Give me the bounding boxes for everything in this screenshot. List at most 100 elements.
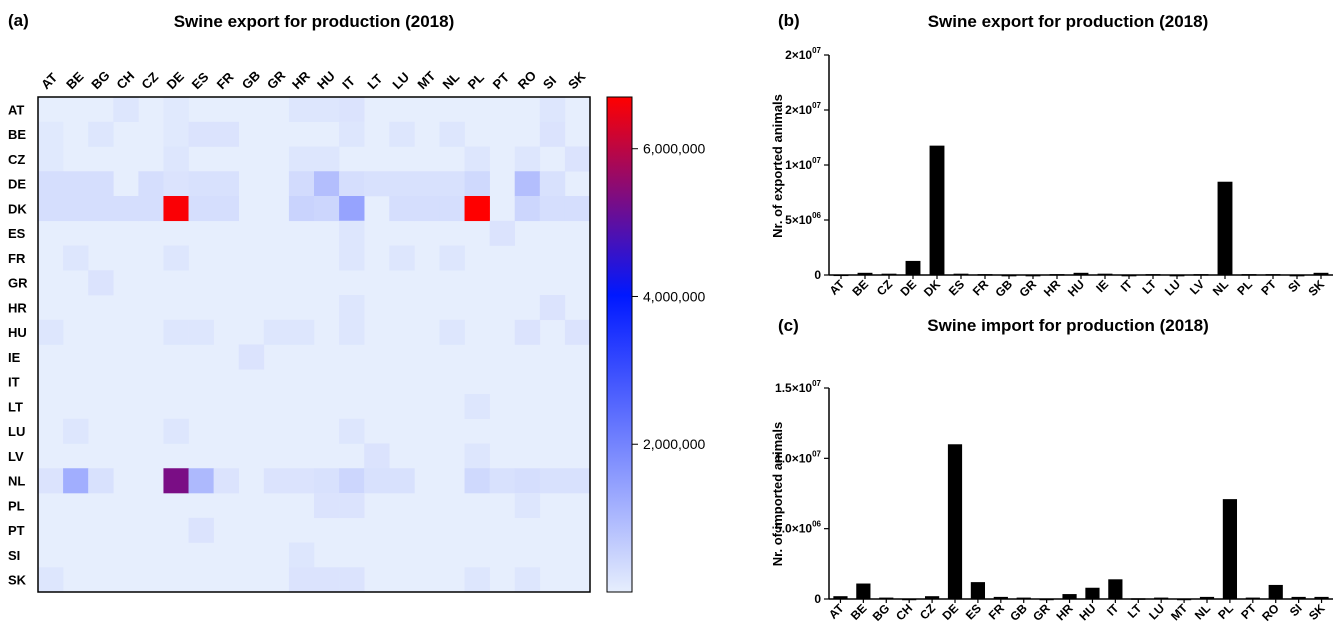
x-tick-label: NL <box>1210 277 1231 298</box>
bar <box>1245 597 1260 600</box>
x-tick-label: PT <box>1238 601 1259 622</box>
heatmap-cell <box>489 220 516 246</box>
bar <box>1108 579 1123 599</box>
heatmap-row-label: SI <box>8 548 20 563</box>
x-tick-label: DK <box>921 277 943 299</box>
heatmap-cell <box>539 121 566 147</box>
heatmap-row-labels: AT BE CZ DE DK ES FR GR HR HU IE IT LT LU LV NL PL PT SI SK <box>8 102 28 587</box>
x-tick-label: SI <box>1285 277 1303 295</box>
bar <box>1016 597 1031 600</box>
heatmap-cell <box>188 196 214 222</box>
bar <box>1313 272 1329 275</box>
heatmap-row-label: NL <box>8 474 25 489</box>
heatmap-cell <box>188 517 214 543</box>
x-tick-label: IE <box>1093 277 1111 295</box>
bar <box>1193 274 1209 276</box>
heatmap-row-label: FR <box>8 251 26 266</box>
export-y-axis-label: Nr. of exported animals <box>770 94 785 238</box>
heatmap-column-label: NL <box>440 69 463 92</box>
bar <box>947 444 963 599</box>
heatmap-cell <box>539 97 566 123</box>
bar <box>1085 587 1100 599</box>
heatmap-cell <box>263 468 290 494</box>
bar <box>1241 274 1257 276</box>
heatmap-cell <box>63 171 89 197</box>
heatmap-cell <box>314 468 340 494</box>
heatmap-cell <box>489 468 516 494</box>
heatmap-cell <box>539 468 566 494</box>
x-tick-label: IT <box>1104 601 1122 619</box>
heatmap-cell <box>464 394 490 420</box>
heatmap-cell <box>339 295 365 321</box>
x-tick-label: ES <box>963 601 984 622</box>
colorbar-tick-label: 2,000,000 <box>643 436 705 452</box>
heatmap-cell <box>564 319 591 345</box>
heatmap-cell <box>314 196 340 222</box>
heatmap-title: Swine export for production (2018) <box>174 12 455 31</box>
heatmap-cell <box>539 171 566 197</box>
bar <box>1217 181 1233 275</box>
heatmap-cell <box>163 468 189 494</box>
heatmap-row-label: LT <box>8 399 23 414</box>
y-tick-label: 0 <box>814 592 821 606</box>
x-tick-label: BE <box>849 277 871 299</box>
heatmap-column-label: LT <box>364 71 385 92</box>
colorbar-ticks: 2,000,000 4,000,000 6,000,000 <box>632 141 705 452</box>
heatmap-cell <box>314 146 340 172</box>
heatmap-column-label: IT <box>339 73 358 92</box>
heatmap-cell <box>389 245 415 271</box>
colorbar-tick-label: 4,000,000 <box>643 288 705 304</box>
panel-label-c: (c) <box>778 316 799 335</box>
heatmap-cell <box>514 319 541 345</box>
bar <box>1199 596 1215 599</box>
colorbar-gradient <box>606 96 633 593</box>
colorbar-tick-label: 6,000,000 <box>643 141 705 157</box>
heatmap-cell <box>339 220 365 246</box>
heatmap-cell <box>63 468 89 494</box>
x-tick-label: MT <box>1168 601 1191 624</box>
bar <box>1291 596 1306 599</box>
heatmap-cell <box>213 468 240 494</box>
heatmap-cell <box>364 171 390 197</box>
heatmap-cell <box>514 196 541 222</box>
heatmap-row-label: HR <box>8 300 27 315</box>
heatmap-column-label: PL <box>465 70 487 92</box>
y-tick-label: 1.0×1007 <box>775 449 821 465</box>
x-tick-label: HR <box>1041 277 1063 299</box>
heatmap-cell <box>38 196 64 222</box>
y-tick-label: 2×1007 <box>785 46 821 62</box>
heatmap-cell <box>288 171 315 197</box>
heatmap-cell <box>364 468 390 494</box>
heatmap-column-label: BE <box>63 69 87 93</box>
x-tick-label: DE <box>939 601 961 623</box>
heatmap-column-label: GB <box>239 68 263 92</box>
heatmap-cell <box>464 567 490 593</box>
x-tick-label: HR <box>1054 601 1076 623</box>
heatmap-row-label: SK <box>8 573 27 588</box>
heatmap-cell <box>288 97 315 123</box>
x-tick-label: GB <box>1007 601 1030 624</box>
heatmap-cell <box>464 146 490 172</box>
heatmap-cell <box>439 171 465 197</box>
heatmap-cell <box>188 468 214 494</box>
heatmap-cell <box>314 493 340 519</box>
x-tick-label: HU <box>1076 601 1098 623</box>
heatmap-column-label: AT <box>38 70 60 92</box>
bar <box>1049 274 1065 276</box>
y-tick-label: 2×1007 <box>785 101 821 117</box>
heatmap-row-label: PL <box>8 498 25 513</box>
heatmap-cell <box>564 468 591 494</box>
bar <box>833 596 848 599</box>
heatmap-cell <box>288 196 315 222</box>
y-tick-label: 1×1007 <box>785 156 821 172</box>
heatmap-cell <box>339 196 365 222</box>
heatmap-cell <box>339 567 365 593</box>
import-chart-title: Swine import for production (2018) <box>927 316 1208 335</box>
bar <box>856 583 871 599</box>
heatmap-column-label: SK <box>565 68 589 92</box>
heatmap-cell <box>63 245 89 271</box>
heatmap-cell <box>288 468 315 494</box>
bar <box>1073 272 1089 275</box>
colorbar: 2,000,000 4,000,000 6,000,000 <box>606 96 705 593</box>
heatmap-column-label: LU <box>389 69 412 92</box>
